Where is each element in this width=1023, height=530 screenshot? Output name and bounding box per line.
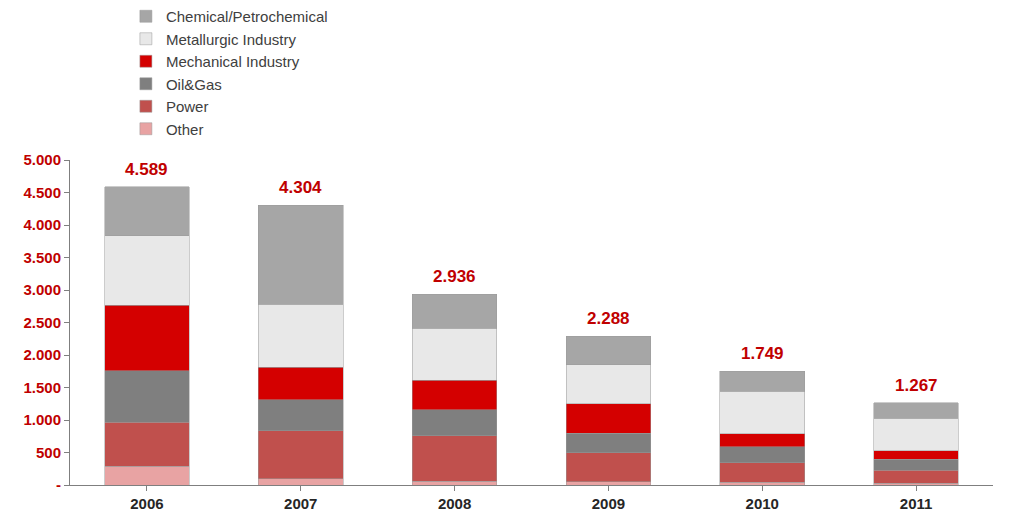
- svg-text:2009: 2009: [592, 495, 625, 512]
- svg-text:2011: 2011: [900, 495, 933, 512]
- svg-text:1.267: 1.267: [895, 376, 938, 395]
- svg-text:4.000: 4.000: [23, 216, 61, 233]
- svg-text:4.304: 4.304: [279, 178, 322, 197]
- svg-text:2008: 2008: [438, 495, 471, 512]
- svg-text:2.500: 2.500: [23, 314, 61, 331]
- svg-text:2.936: 2.936: [433, 267, 476, 286]
- svg-text:2010: 2010: [746, 495, 779, 512]
- svg-text:3.000: 3.000: [23, 281, 61, 298]
- svg-text:Mechanical Industry: Mechanical Industry: [166, 53, 300, 70]
- svg-text:Oil&Gas: Oil&Gas: [166, 76, 222, 93]
- svg-text:Chemical/Petrochemical: Chemical/Petrochemical: [166, 8, 328, 25]
- svg-text:Power: Power: [166, 98, 209, 115]
- svg-text:Other: Other: [166, 121, 204, 138]
- svg-text:2.288: 2.288: [587, 309, 630, 328]
- svg-text:-: -: [56, 476, 61, 493]
- svg-text:3.500: 3.500: [23, 249, 61, 266]
- svg-text:1.749: 1.749: [741, 344, 784, 363]
- svg-text:500: 500: [36, 444, 61, 461]
- svg-text:2006: 2006: [130, 495, 163, 512]
- svg-text:4.500: 4.500: [23, 184, 61, 201]
- svg-text:2007: 2007: [284, 495, 317, 512]
- svg-text:5.000: 5.000: [23, 151, 61, 168]
- svg-text:4.589: 4.589: [125, 160, 168, 179]
- svg-text:2.000: 2.000: [23, 346, 61, 363]
- svg-text:1.500: 1.500: [23, 379, 61, 396]
- svg-text:Metallurgic Industry: Metallurgic Industry: [166, 31, 297, 48]
- svg-text:1.000: 1.000: [23, 411, 61, 428]
